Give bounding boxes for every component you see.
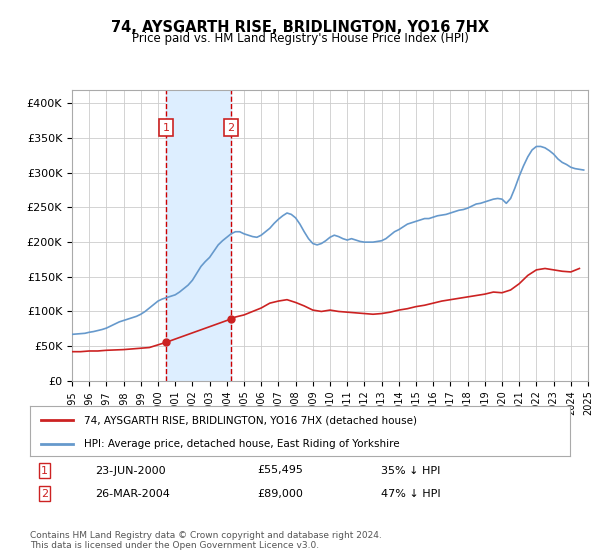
Text: £55,495: £55,495 [257,465,302,475]
Text: 26-MAR-2004: 26-MAR-2004 [95,488,170,498]
Text: 74, AYSGARTH RISE, BRIDLINGTON, YO16 7HX: 74, AYSGARTH RISE, BRIDLINGTON, YO16 7HX [111,20,489,35]
Text: Contains HM Land Registry data © Crown copyright and database right 2024.
This d: Contains HM Land Registry data © Crown c… [30,530,382,550]
Text: Price paid vs. HM Land Registry's House Price Index (HPI): Price paid vs. HM Land Registry's House … [131,32,469,45]
Text: 1: 1 [41,465,48,475]
Text: 35% ↓ HPI: 35% ↓ HPI [381,465,440,475]
Text: 74, AYSGARTH RISE, BRIDLINGTON, YO16 7HX (detached house): 74, AYSGARTH RISE, BRIDLINGTON, YO16 7HX… [84,415,417,425]
Text: 2: 2 [227,123,235,133]
Text: 23-JUN-2000: 23-JUN-2000 [95,465,166,475]
Text: 2: 2 [41,488,48,498]
Text: 47% ↓ HPI: 47% ↓ HPI [381,488,440,498]
Text: £89,000: £89,000 [257,488,302,498]
Text: 1: 1 [163,123,170,133]
Bar [166,90,231,381]
Text: HPI: Average price, detached house, East Riding of Yorkshire: HPI: Average price, detached house, East… [84,439,400,449]
